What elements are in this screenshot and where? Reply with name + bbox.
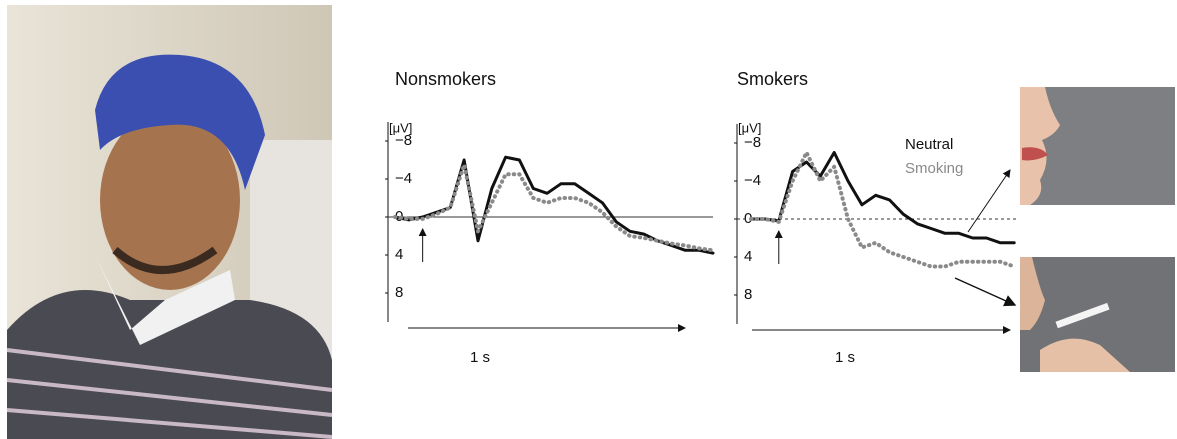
series-line xyxy=(393,162,715,253)
x-axis-label: 1 s xyxy=(835,349,855,366)
chart-title: Smokers xyxy=(737,69,808,89)
chart-title: Nonsmokers xyxy=(395,69,496,89)
photo-subject xyxy=(6,5,333,439)
y-tick-label: 8 xyxy=(395,284,403,301)
y-tick-label: −8 xyxy=(744,134,761,151)
y-axis-label: [μV] xyxy=(389,120,412,135)
y-tick-label: −4 xyxy=(395,170,412,187)
y-tick-label: 0 xyxy=(744,210,752,227)
y-tick-label: 4 xyxy=(395,246,403,263)
legend-entry: Smoking xyxy=(905,160,963,177)
photo-smoking xyxy=(1020,257,1175,372)
series-line xyxy=(749,150,1017,269)
pointer-arrow xyxy=(967,169,1011,233)
x-axis-label: 1 s xyxy=(470,349,490,366)
y-tick-label: −4 xyxy=(744,172,761,189)
y-tick-label: −8 xyxy=(395,132,412,149)
pointer-arrow xyxy=(954,277,1017,307)
y-tick-label: 4 xyxy=(744,248,752,265)
series-line xyxy=(393,155,715,255)
photo-neutral xyxy=(1020,87,1175,205)
series-line xyxy=(749,151,1016,245)
legend-entry: Neutral xyxy=(905,136,953,153)
y-tick-label: 8 xyxy=(744,286,752,303)
y-axis-label: [μV] xyxy=(738,120,761,135)
